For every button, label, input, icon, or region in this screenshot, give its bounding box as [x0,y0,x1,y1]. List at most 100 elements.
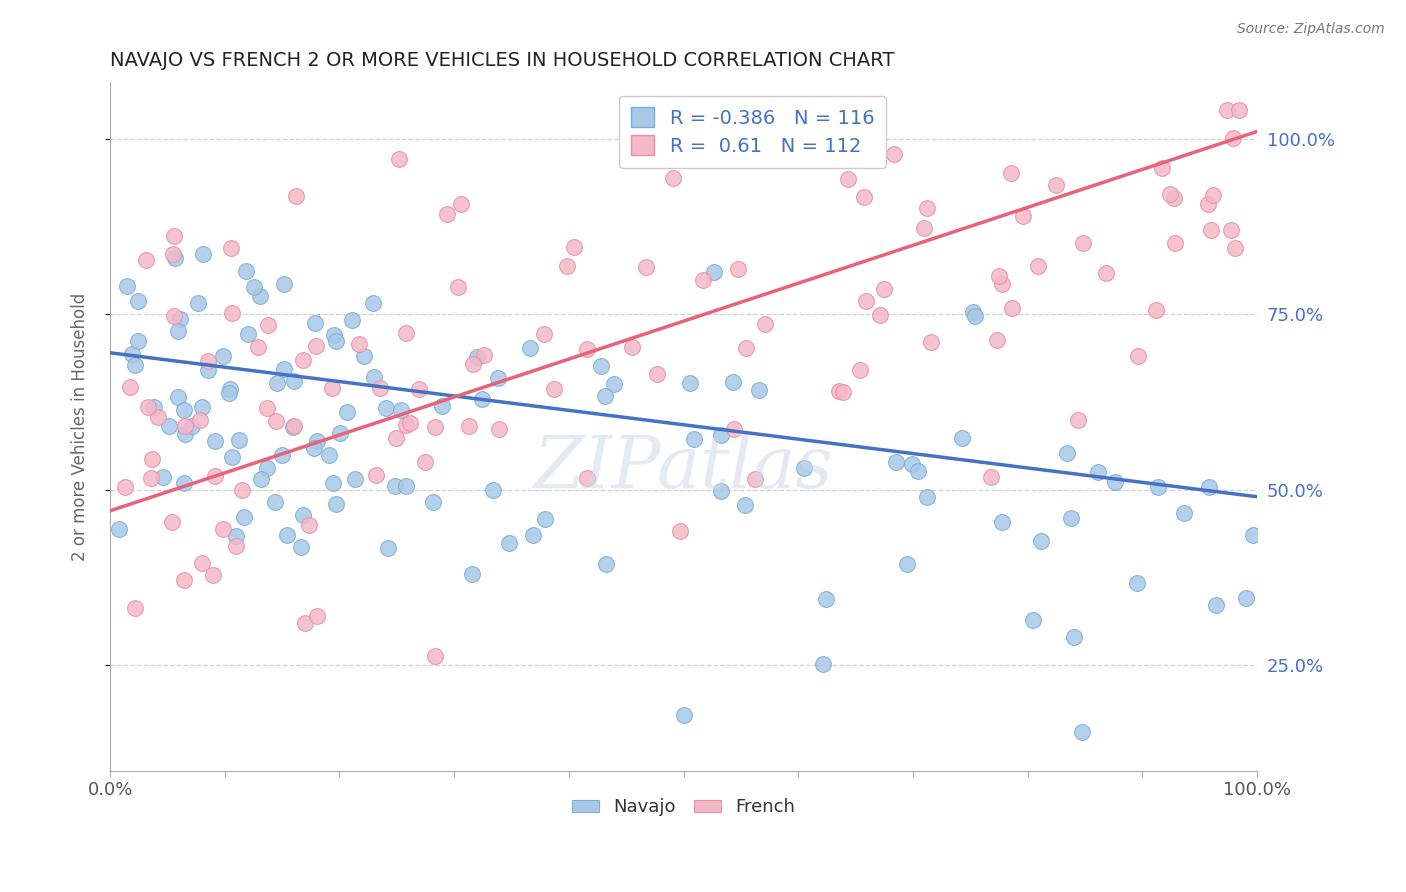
Point [135,252,157,267]
Point [219,382,242,396]
Point [811,657,834,672]
Point [669,524,692,539]
Point [389,403,412,417]
Point [218,385,240,400]
Point [343,472,366,486]
Point [219,241,242,255]
Point [896,558,918,572]
Point [576,471,599,485]
Y-axis label: 2 or more Vehicles in Household: 2 or more Vehicles in Household [72,293,89,561]
Point [519,341,541,355]
Point [399,417,422,431]
Point [387,153,409,167]
Point [645,368,668,382]
Point [114,480,136,494]
Point [589,359,612,374]
Point [186,296,208,310]
Point [463,357,485,371]
Point [1022,613,1045,627]
Point [488,421,510,435]
Point [146,409,169,424]
Point [432,399,454,413]
Point [472,348,495,362]
Point [249,289,271,303]
Point [264,495,287,509]
Point [727,262,749,277]
Point [307,434,329,448]
Point [204,468,226,483]
Point [361,296,384,310]
Point [256,461,278,475]
Point [364,467,387,482]
Point [1205,598,1227,612]
Point [266,376,288,390]
Point [1012,209,1035,223]
Point [225,529,247,543]
Point [793,461,815,475]
Point [1173,506,1195,520]
Point [562,240,585,254]
Point [831,385,853,400]
Point [157,418,180,433]
Point [423,420,446,434]
Point [283,418,305,433]
Point [163,229,186,244]
Point [748,383,770,397]
Point [980,470,1002,484]
Point [1026,259,1049,273]
Point [710,428,733,442]
Point [1152,161,1174,176]
Point [408,382,430,396]
Point [1227,103,1250,118]
Point [886,455,908,469]
Point [162,247,184,261]
Point [461,566,484,581]
Point [163,309,186,323]
Point [1071,236,1094,251]
Point [447,280,470,294]
Point [375,401,398,415]
Point [246,340,269,354]
Point [191,247,214,261]
Point [212,522,235,536]
Point [273,277,295,292]
Point [318,448,340,462]
Point [1029,533,1052,548]
Point [744,472,766,486]
Point [166,325,188,339]
Point [395,479,418,493]
Point [422,495,444,509]
Point [595,558,617,572]
Point [281,420,304,434]
Text: ZIPatlas: ZIPatlas [534,433,834,503]
Point [197,362,219,376]
Point [1222,131,1244,145]
Point [236,326,259,341]
Point [304,316,326,330]
Point [167,390,190,404]
Point [1159,187,1181,202]
Point [276,528,298,542]
Point [721,375,744,389]
Point [302,442,325,456]
Point [377,541,399,555]
Point [633,115,655,129]
Point [273,362,295,376]
Point [270,448,292,462]
Point [814,591,837,606]
Point [197,354,219,368]
Point [603,377,626,392]
Point [837,172,859,186]
Point [1063,630,1085,644]
Point [679,376,702,391]
Point [353,349,375,363]
Point [395,326,418,341]
Point [363,370,385,384]
Point [173,403,195,417]
Point [191,400,214,414]
Point [827,384,849,399]
Point [1067,413,1090,427]
Point [249,472,271,486]
Point [498,536,520,550]
Point [173,475,195,490]
